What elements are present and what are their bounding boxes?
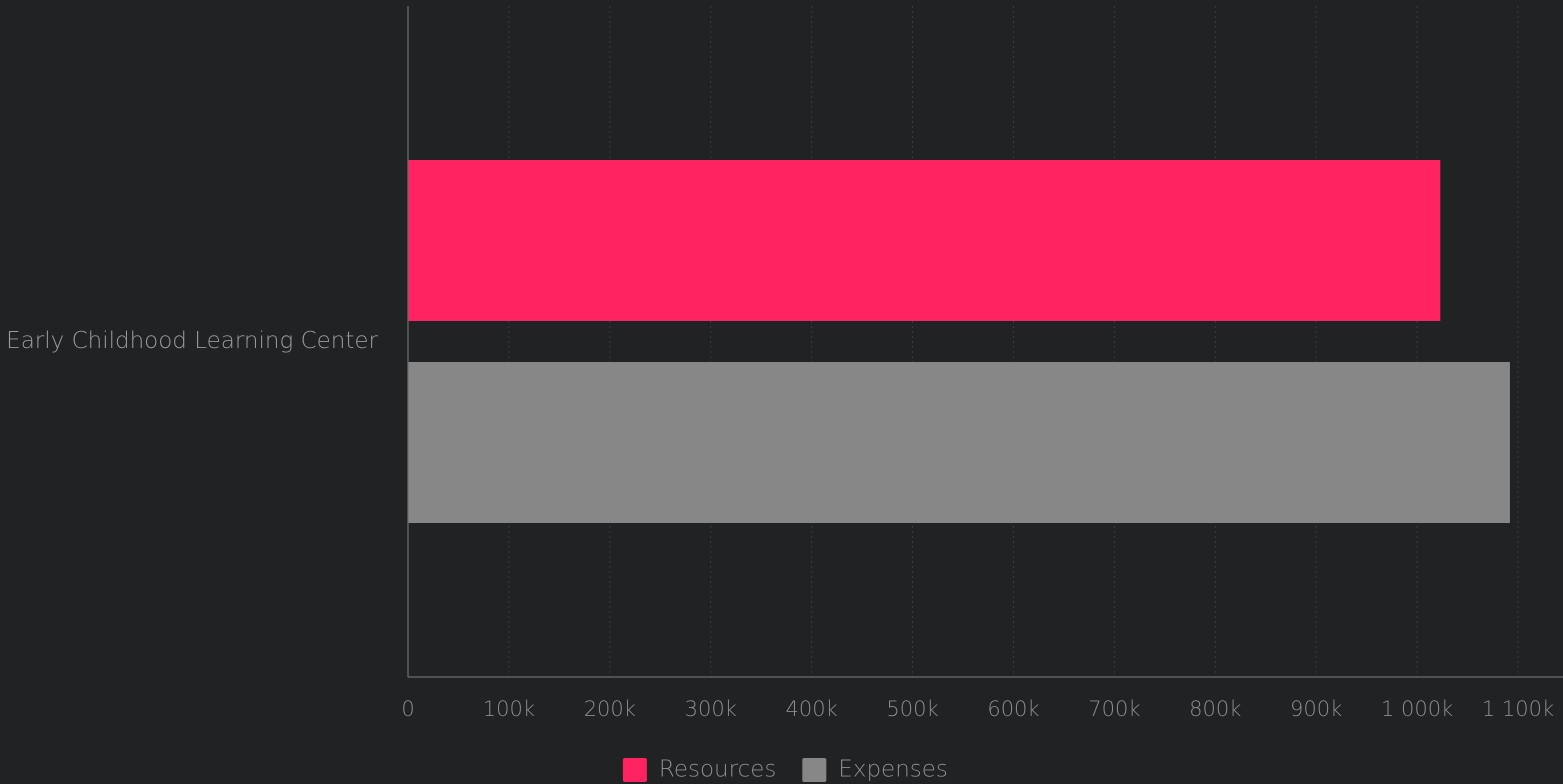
- x-tick-label: 500k: [886, 697, 938, 721]
- axes: [407, 6, 1563, 678]
- legend-label: Resources: [659, 757, 776, 783]
- legend-label: Expenses: [838, 757, 948, 783]
- legend-item-resources: Resources: [622, 757, 776, 783]
- grid-lines: [508, 6, 1519, 677]
- x-tick-label: 1 100k: [1482, 697, 1554, 721]
- x-tick-label: 800k: [1189, 697, 1241, 721]
- x-tick-label: 0: [401, 697, 414, 721]
- legend-swatch: [622, 758, 647, 782]
- legend-item-expenses: Expenses: [802, 757, 948, 783]
- legend-swatch: [802, 758, 827, 782]
- x-tick-labels: 0 100k 200k 300k 400k 500k 600k 700k 800k 900k 1 0…: [401, 697, 1554, 721]
- bar-resources: [408, 160, 1441, 321]
- x-tick-label: 900k: [1290, 697, 1342, 721]
- x-tick-label: 1 000k: [1381, 697, 1453, 721]
- bar-expenses: [408, 362, 1510, 523]
- x-tick-label: 700k: [1088, 697, 1140, 721]
- legend: Resources Expenses: [622, 757, 948, 783]
- x-tick-label: 300k: [685, 697, 737, 721]
- category-label: Early Childhood Learning Center: [6, 328, 378, 354]
- x-tick-label: 100k: [483, 697, 535, 721]
- bars: [408, 160, 1510, 523]
- category-labels: Early Childhood Learning Center: [6, 328, 378, 354]
- x-tick-label: 600k: [987, 697, 1039, 721]
- x-tick-label: 400k: [786, 697, 838, 721]
- x-tick-label: 200k: [584, 697, 636, 721]
